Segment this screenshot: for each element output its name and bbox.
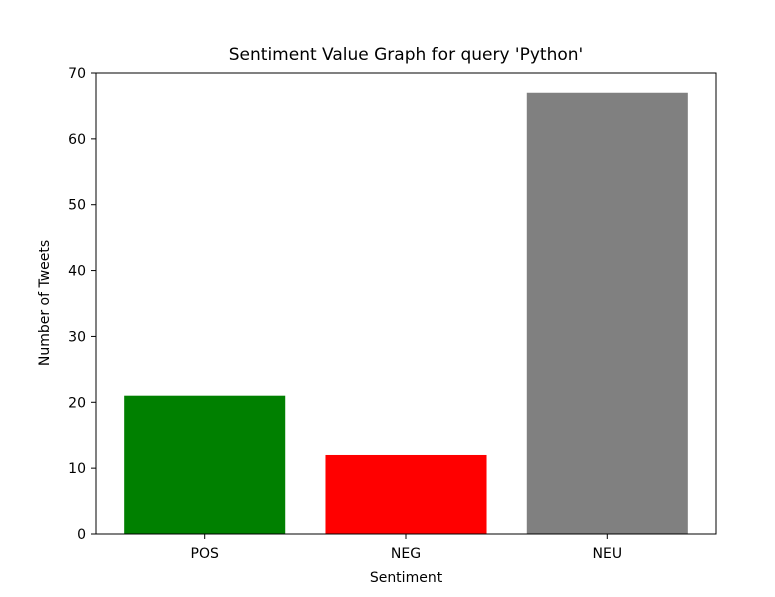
- bar-neu: [526, 92, 688, 534]
- x-tick-label: POS: [191, 546, 219, 562]
- bar-neg: [325, 454, 487, 534]
- x-axis-label: Sentiment: [370, 570, 443, 586]
- y-ticks-layer: 0 10 20 30 40 50 60 70: [68, 66, 96, 543]
- y-tick-label: 30: [68, 329, 86, 345]
- y-tick-label: 50: [68, 198, 86, 214]
- y-tick-label: 60: [68, 132, 86, 148]
- y-axis-label: Number of Tweets: [37, 240, 53, 366]
- x-ticks-layer: POS NEG NEU: [191, 534, 623, 562]
- bars-layer: [124, 92, 688, 534]
- chart-title: Sentiment Value Graph for query 'Python': [229, 45, 583, 65]
- y-tick-label: 0: [77, 527, 86, 543]
- y-tick-label: 40: [68, 264, 86, 280]
- x-tick-label: NEG: [391, 546, 421, 562]
- y-tick-label: 70: [68, 66, 86, 82]
- bar-pos: [124, 395, 286, 534]
- x-tick-label: NEU: [593, 546, 623, 562]
- y-tick-label: 10: [68, 461, 86, 477]
- plot-frame: [95, 72, 717, 535]
- y-tick-label: 20: [68, 395, 86, 411]
